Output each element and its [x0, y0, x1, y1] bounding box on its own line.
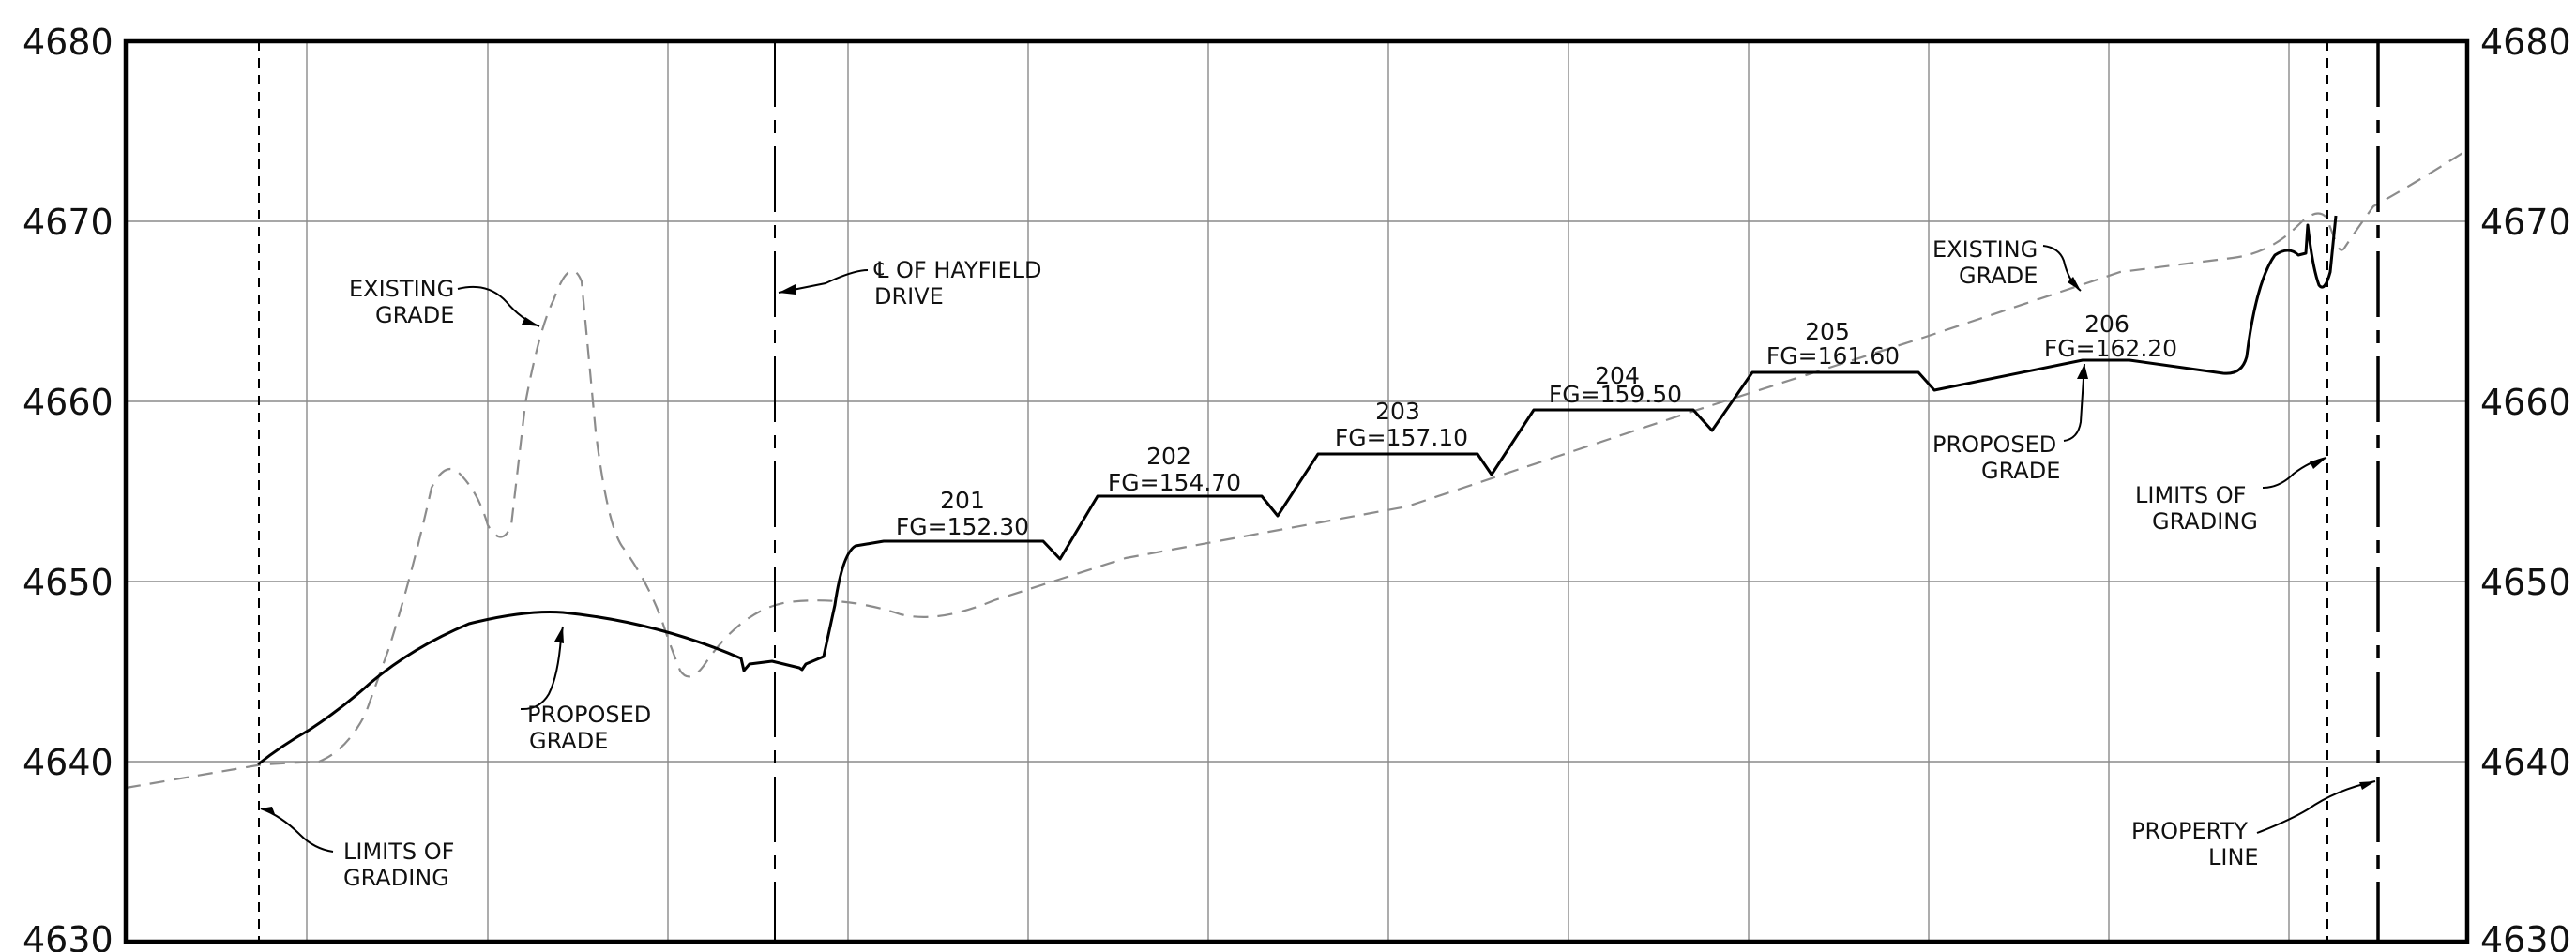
limits-of-grading-callout-right: LIMITS OF GRADING: [2135, 482, 2258, 535]
svg-text:GRADING: GRADING: [343, 865, 449, 891]
elevation-label-4640: 4640: [23, 742, 114, 783]
elevation-label-4680: 4680: [23, 22, 114, 63]
proposed-grade-callout-left: PROPOSED GRADE: [527, 702, 651, 754]
svg-text:FG=159.50: FG=159.50: [1549, 381, 1682, 408]
svg-text:LIMITS OF: LIMITS OF: [343, 839, 454, 865]
elevation-label-4670-right: 4670: [2480, 202, 2571, 243]
svg-text:205: 205: [1805, 318, 1850, 345]
elevation-label-4670: 4670: [23, 202, 114, 243]
elevation-label-4650: 4650: [23, 562, 114, 603]
lot-202-label[interactable]: 202 FG=154.70: [1108, 443, 1241, 496]
svg-text:PROPOSED: PROPOSED: [527, 702, 651, 728]
existing-grade-line: [125, 149, 2468, 790]
lot-206-label[interactable]: 206 FG=162.20: [2044, 310, 2177, 362]
elevation-label-4660-right: 4660: [2480, 382, 2571, 423]
svg-text:DRIVE: DRIVE: [874, 283, 944, 310]
svg-text:EXISTING: EXISTING: [349, 276, 454, 302]
svg-text:LINE: LINE: [2208, 844, 2259, 870]
svg-text:FG=157.10: FG=157.10: [1335, 424, 1468, 451]
existing-grade-callout-right: EXISTING GRADE: [1932, 236, 2038, 289]
lot-205-label[interactable]: 205 FG=161.60: [1766, 318, 1900, 370]
svg-text:PROPOSED: PROPOSED: [1932, 431, 2056, 458]
svg-text:℄ OF HAYFIELD: ℄ OF HAYFIELD: [873, 257, 1042, 283]
svg-text:GRADE: GRADE: [1959, 263, 2038, 289]
elevation-label-4630: 4630: [23, 919, 114, 952]
svg-text:FG=161.60: FG=161.60: [1766, 342, 1900, 370]
elevation-label-4650-right: 4650: [2480, 562, 2571, 603]
existing-grade-callout-left: EXISTING GRADE: [349, 276, 454, 328]
svg-text:203: 203: [1375, 398, 1420, 425]
svg-text:FG=152.30: FG=152.30: [896, 513, 1029, 540]
leader-arrowheads: [261, 277, 2375, 814]
svg-text:PROPERTY: PROPERTY: [2131, 818, 2248, 844]
profile-frame: [123, 38, 2470, 944]
limits-of-grading-callout-left: LIMITS OF GRADING: [343, 839, 454, 891]
svg-text:202: 202: [1146, 443, 1191, 470]
svg-text:LIMITS OF: LIMITS OF: [2135, 482, 2246, 508]
horizontal-grid: [126, 220, 2467, 763]
svg-text:FG=154.70: FG=154.70: [1108, 469, 1241, 496]
lot-204-label[interactable]: 204 FG=159.50: [1549, 362, 1682, 408]
proposed-grade-callout-right: PROPOSED GRADE: [1932, 431, 2060, 484]
elevation-label-4660: 4660: [23, 382, 114, 423]
svg-text:GRADING: GRADING: [2152, 508, 2258, 535]
lot-203-label[interactable]: 203 FG=157.10: [1335, 398, 1468, 451]
vertical-grid: [306, 41, 2290, 942]
svg-text:206: 206: [2084, 310, 2129, 338]
proposed-grade-line[interactable]: [257, 215, 2338, 766]
centerline-callout: ℄ OF HAYFIELD DRIVE: [873, 257, 1042, 310]
svg-text:FG=162.20: FG=162.20: [2044, 335, 2177, 362]
svg-text:201: 201: [940, 487, 985, 514]
svg-text:204: 204: [1595, 362, 1640, 389]
elevation-label-4630-right: 4630: [2480, 919, 2571, 952]
svg-text:EXISTING: EXISTING: [1932, 236, 2038, 263]
elevation-label-4680-right: 4680: [2480, 22, 2571, 63]
elevation-axis-right: 4680 4670 4660 4650 4640 4630: [2480, 22, 2571, 952]
property-line-callout: PROPERTY LINE: [2131, 818, 2259, 870]
lot-201-label[interactable]: 201 FG=152.30: [896, 487, 1029, 540]
elevation-label-4640-right: 4640: [2480, 742, 2571, 783]
svg-text:GRADE: GRADE: [1981, 458, 2060, 484]
leaders: [260, 245, 2376, 853]
svg-text:GRADE: GRADE: [529, 728, 608, 754]
svg-text:GRADE: GRADE: [375, 302, 454, 328]
elevation-axis-left: 4680 4670 4660 4650 4640 4630: [23, 22, 114, 952]
